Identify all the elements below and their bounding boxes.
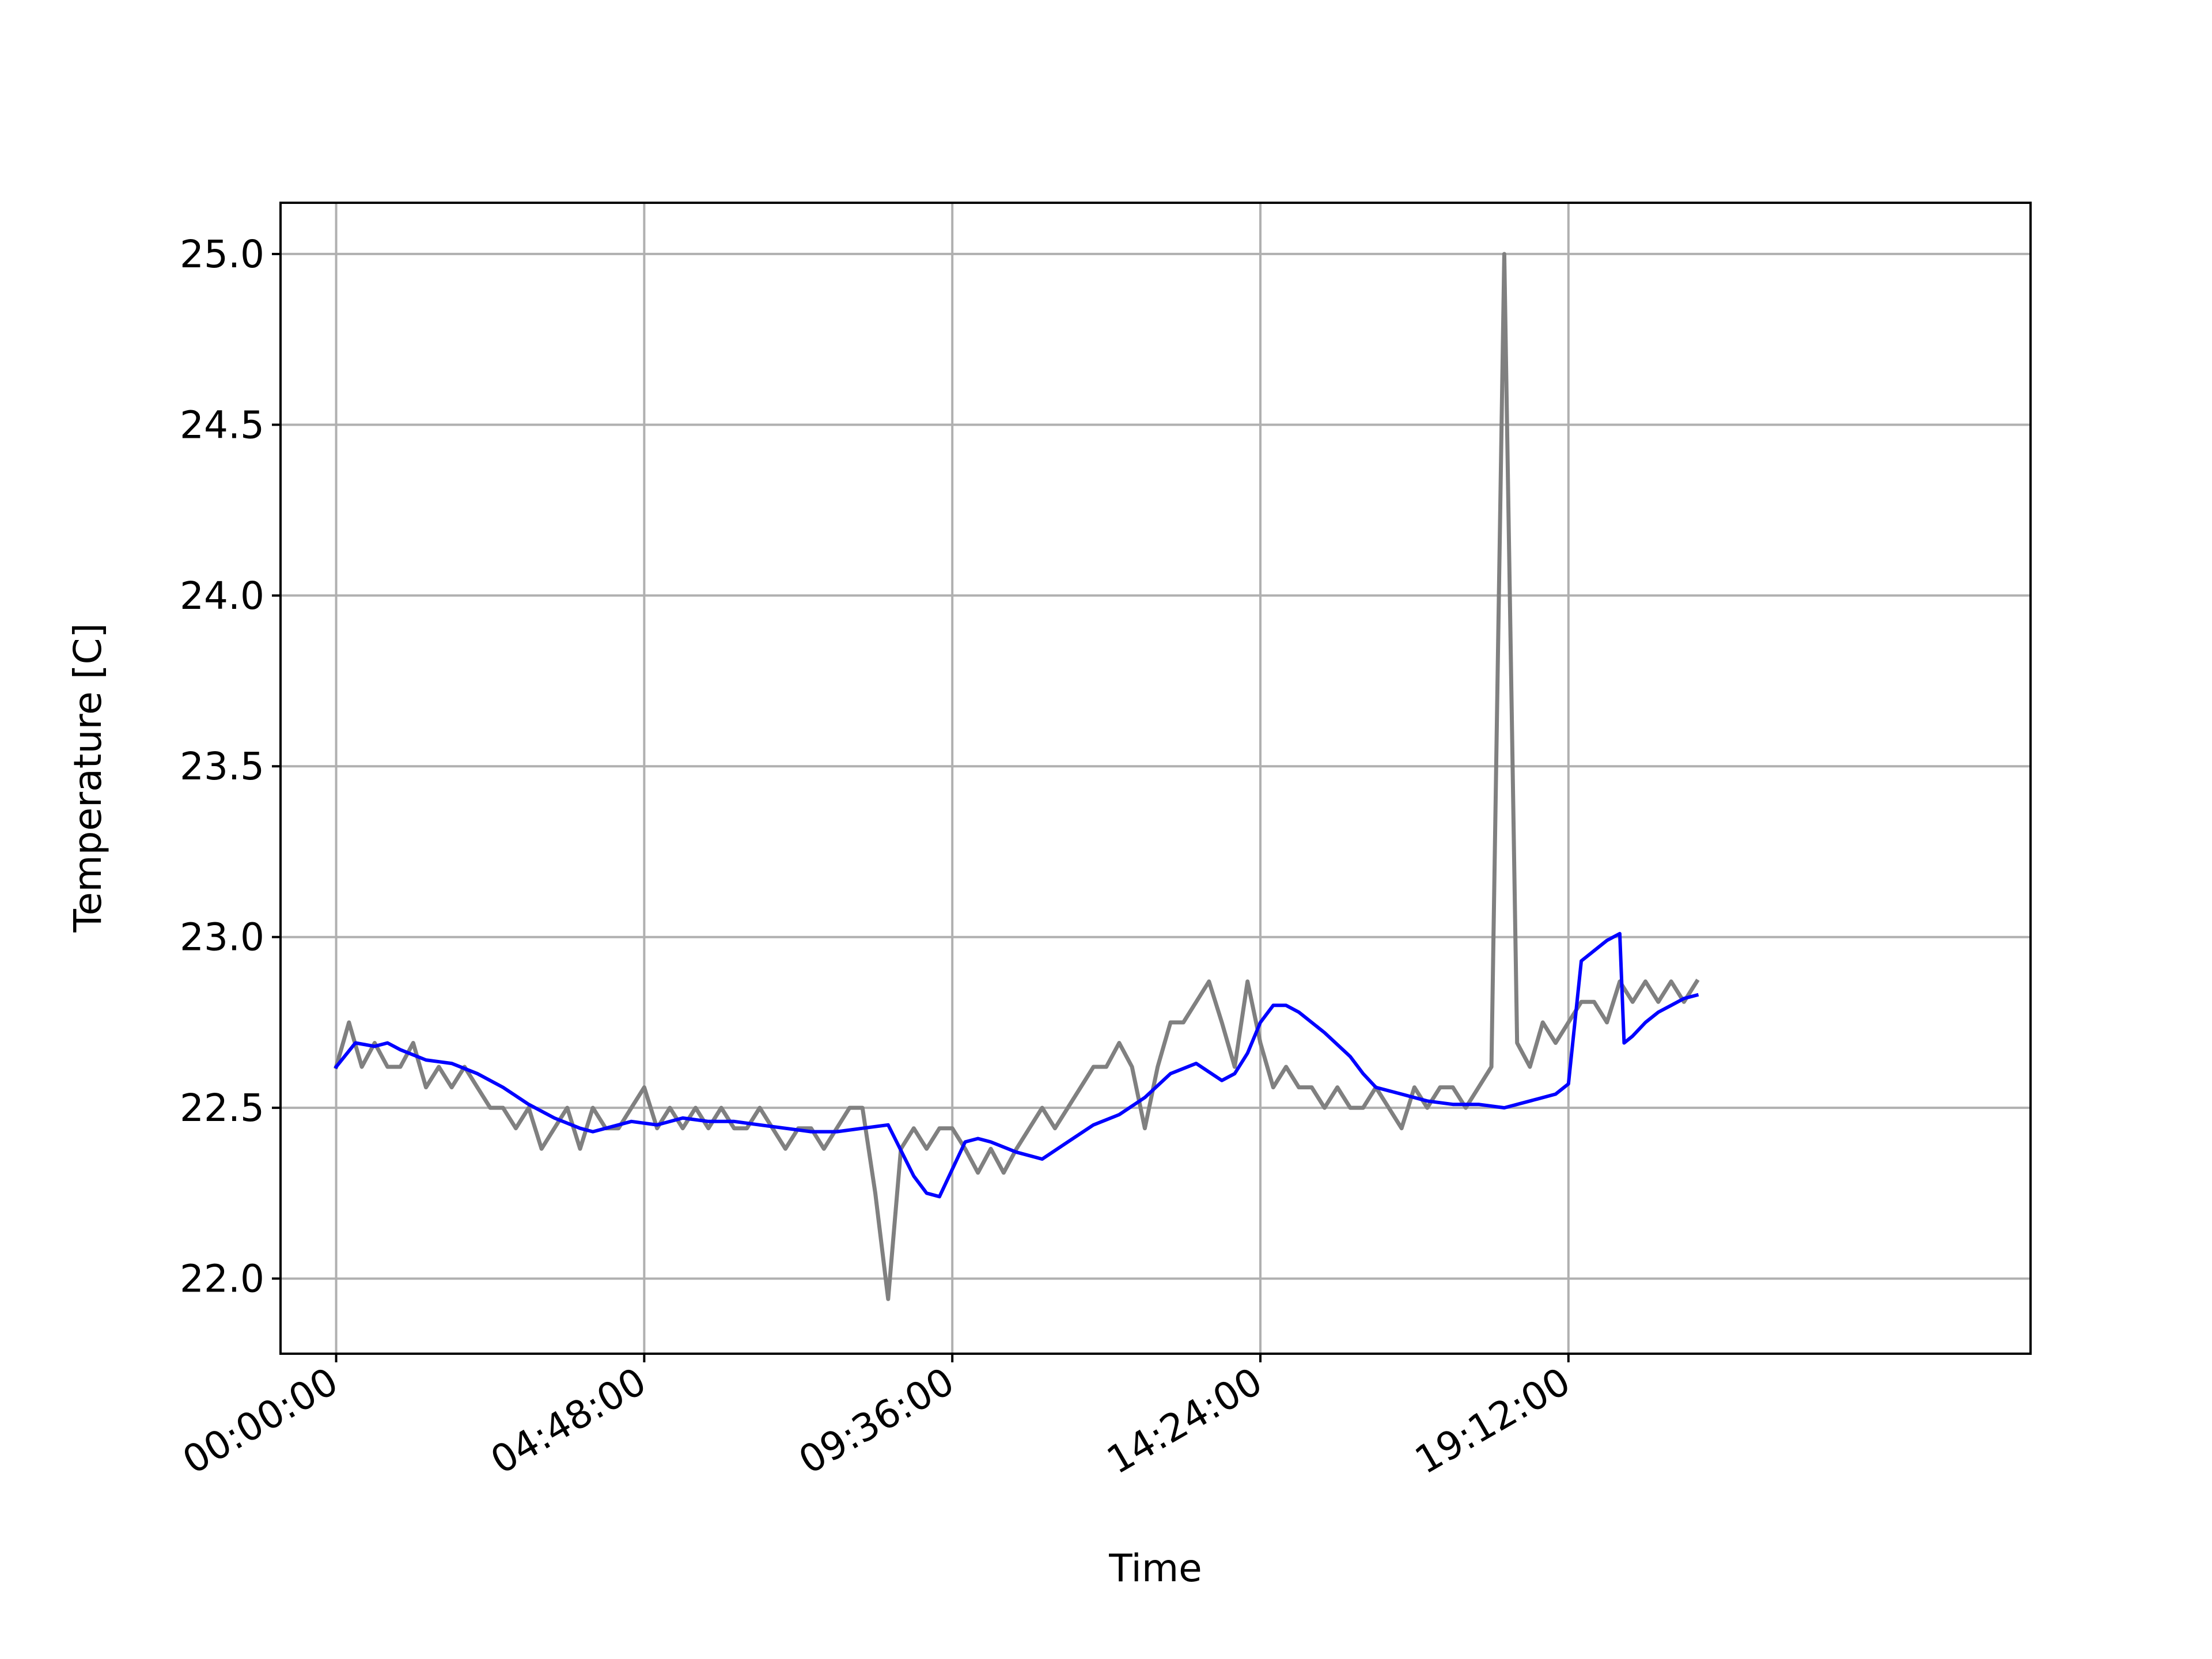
grid xyxy=(281,203,2031,1354)
y-tick-label: 23.0 xyxy=(180,915,264,960)
y-tick-label: 25.0 xyxy=(180,232,264,276)
plot-lines xyxy=(334,252,1700,1301)
x-axis-label: Time xyxy=(1108,1546,1202,1590)
y-tick-label: 23.5 xyxy=(180,744,264,789)
y-tick-label: 24.5 xyxy=(180,403,264,447)
series-line-2 xyxy=(334,931,1699,1199)
y-axis-label: Temperature [C] xyxy=(66,623,110,933)
plot-frame xyxy=(279,202,2032,1355)
series-line-1 xyxy=(334,252,1700,1301)
y-tick-label: 22.5 xyxy=(180,1086,264,1130)
y-tick-label: 22.0 xyxy=(180,1257,264,1301)
y-axis: 22.0 22.5 23.0 23.5 24.0 24.5 25.0 xyxy=(180,232,281,1301)
y-tick-label: 24.0 xyxy=(180,574,264,618)
